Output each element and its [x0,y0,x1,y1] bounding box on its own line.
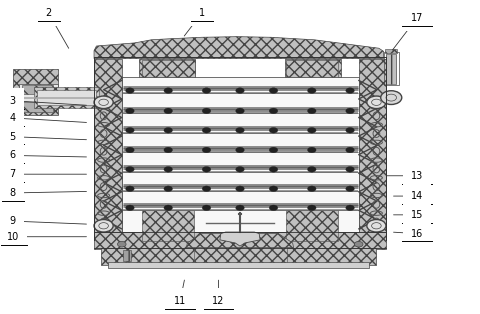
Circle shape [94,219,113,232]
Circle shape [202,88,211,93]
Text: 2: 2 [46,8,52,18]
Bar [22,85,53,95]
Text: 16: 16 [411,229,423,239]
Circle shape [126,166,134,172]
Circle shape [269,108,278,114]
Circle shape [236,127,244,133]
Polygon shape [94,37,384,58]
Circle shape [202,205,211,211]
Circle shape [236,186,244,192]
Text: 1: 1 [199,8,205,18]
Circle shape [346,88,354,93]
Bar [108,263,369,268]
Circle shape [164,108,172,114]
Text: 3: 3 [10,96,16,106]
Circle shape [126,205,134,211]
Circle shape [202,147,211,153]
Circle shape [236,108,244,114]
Text: 8: 8 [10,188,16,198]
Text: 13: 13 [411,171,423,181]
Circle shape [346,205,354,211]
Circle shape [126,147,134,153]
Circle shape [164,88,172,93]
Bar [384,52,399,85]
Bar [101,248,376,265]
Bar [94,58,122,240]
Text: 6: 6 [10,150,16,160]
Bar [122,77,359,232]
Circle shape [346,108,354,114]
Bar [286,58,340,77]
Circle shape [126,88,134,93]
Text: 10: 10 [7,232,19,242]
Bar [140,58,194,77]
Bar [142,210,193,241]
Circle shape [236,205,244,211]
Bar [22,102,53,112]
Bar [12,69,58,115]
Bar [36,90,96,106]
Circle shape [308,205,316,211]
Circle shape [164,186,172,192]
Circle shape [269,205,278,211]
Text: 5: 5 [10,132,16,142]
Circle shape [346,147,354,153]
Circle shape [269,88,278,93]
Bar [123,250,132,261]
Text: 14: 14 [411,191,423,201]
Circle shape [269,147,278,153]
Circle shape [94,96,113,109]
Bar [359,58,386,240]
Text: 7: 7 [10,169,16,179]
Bar [193,243,287,262]
Circle shape [118,241,126,247]
Circle shape [236,147,244,153]
Circle shape [126,108,134,114]
Bar [385,49,397,53]
Circle shape [126,186,134,192]
Bar [287,60,338,77]
Circle shape [202,186,211,192]
Circle shape [308,186,316,192]
Bar [386,54,396,84]
Bar [34,87,99,108]
Bar [19,84,58,105]
Circle shape [354,241,363,247]
Circle shape [236,88,244,93]
Circle shape [367,219,386,232]
Circle shape [381,91,402,105]
Circle shape [269,186,278,192]
Text: 12: 12 [212,296,225,306]
Polygon shape [220,232,260,246]
Circle shape [308,108,316,114]
Text: 9: 9 [10,216,16,226]
Circle shape [308,88,316,93]
Circle shape [346,166,354,172]
Circle shape [164,205,172,211]
Circle shape [202,108,211,114]
Bar [94,232,386,249]
Circle shape [126,127,134,133]
Text: 17: 17 [411,13,423,23]
Circle shape [308,147,316,153]
Circle shape [164,127,172,133]
Circle shape [164,147,172,153]
Circle shape [308,127,316,133]
Circle shape [367,96,386,109]
Bar [142,60,195,77]
Bar [287,210,338,241]
Circle shape [269,127,278,133]
Circle shape [269,166,278,172]
Circle shape [346,186,354,192]
Text: 4: 4 [10,113,16,123]
Text: 11: 11 [174,296,186,306]
Circle shape [346,127,354,133]
Polygon shape [186,234,294,248]
Circle shape [236,166,244,172]
Text: 15: 15 [411,210,423,220]
Circle shape [164,166,172,172]
Circle shape [202,127,211,133]
Circle shape [202,166,211,172]
Circle shape [308,166,316,172]
